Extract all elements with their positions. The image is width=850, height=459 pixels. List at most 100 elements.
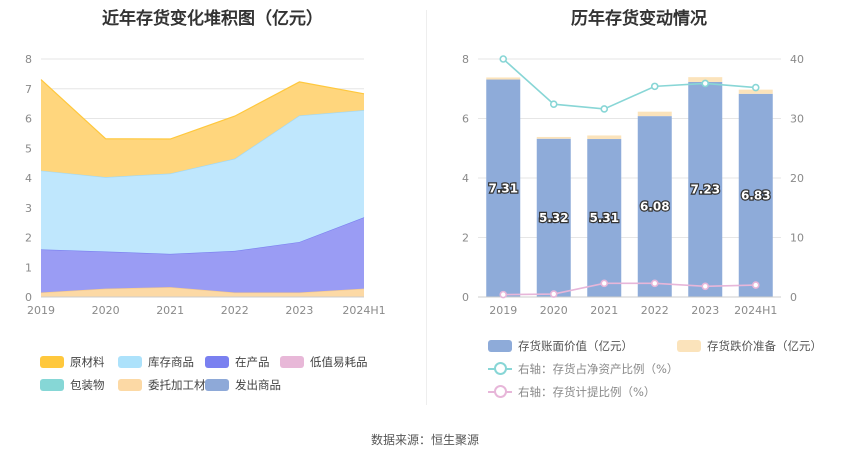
line-point-1 [600, 279, 609, 288]
legend-label: 低值易耗品 [310, 355, 368, 369]
right-y-tick-label: 6 [462, 113, 469, 126]
right-legend-entry[interactable]: 右轴：存货占净资产比例（%） [488, 361, 678, 377]
left-x-tick-label: 2024H1 [342, 304, 385, 317]
legend-swatch [118, 356, 142, 368]
left-x-tick-label: 2021 [156, 304, 184, 317]
legend-label: 在产品 [235, 355, 270, 369]
bar-impairment-reserve [536, 136, 571, 139]
right-y-tick-label: 2 [462, 232, 469, 245]
area-库存商品 [41, 110, 364, 254]
bar-data-label: 5.32 [539, 211, 569, 225]
inventory-change-chart-panel: 历年存货变动情况 0 2 4 6 8 0 10 20 30 40 7.31 5.32 5.31 6.08 7… [428, 0, 850, 410]
right-x-tick-label: 2024H1 [734, 304, 777, 317]
legend-label: 存货账面价值（亿元） [518, 339, 633, 353]
legend-label: 包装物 [70, 378, 105, 392]
bar-impairment-reserve [738, 89, 773, 94]
area-在产品 [41, 217, 364, 293]
line-point-0 [751, 83, 760, 92]
left-y-tick-label: 0 [25, 291, 32, 304]
bar-impairment-reserve [486, 77, 521, 80]
left-legend-entry[interactable]: 原材料 [40, 354, 105, 370]
right-y-tick-label: 8 [462, 53, 469, 66]
right-x-tick-label: 2020 [540, 304, 568, 317]
line-point-0 [499, 55, 508, 63]
legend-label: 右轴：存货计提比例（%） [518, 385, 656, 399]
legend-label: 委托加工材料 [148, 378, 217, 392]
right-chart-legend: 存货账面价值（亿元） 存货跌价准备（亿元） 右轴：存货占净资产比例（%） 右轴：存货计… [428, 0, 850, 410]
legend-swatch [205, 379, 229, 391]
right-chart-title: 历年存货变动情况 [571, 9, 707, 29]
legend-swatch [118, 379, 142, 391]
right-y2-tick-label: 30 [790, 113, 804, 126]
legend-label: 发出商品 [235, 378, 281, 392]
legend-label: 右轴：存货占净资产比例（%） [518, 362, 679, 376]
left-chart-legend: 原材料 库存商品 在产品 低值易耗品包装物 委托加工材料 发出商品 [0, 0, 425, 410]
left-y-tick-label: 3 [25, 202, 32, 215]
legend-swatch [40, 356, 64, 368]
left-y-tick-label: 7 [25, 83, 32, 96]
bar-book-value [587, 139, 622, 297]
right-x-tick-label: 2021 [590, 304, 618, 317]
right-legend-entry[interactable]: 右轴：存货计提比例（%） [488, 384, 655, 400]
left-legend-entry[interactable]: 发出商品 [205, 377, 281, 393]
left-legend-entry[interactable]: 库存商品 [118, 354, 194, 370]
bar-impairment-reserve [587, 135, 622, 140]
bar-book-value [486, 79, 521, 297]
right-y2-tick-label: 20 [790, 172, 804, 185]
right-y-tick-label: 0 [462, 291, 469, 304]
bar-book-value [688, 81, 723, 297]
left-y-tick-label: 1 [25, 261, 32, 274]
left-legend-entry[interactable]: 在产品 [205, 354, 270, 370]
left-x-tick-label: 2019 [27, 304, 55, 317]
left-legend-entry[interactable]: 包装物 [40, 377, 105, 393]
bar-book-value [536, 138, 571, 297]
left-legend-entry[interactable]: 低值易耗品 [280, 354, 368, 370]
line-series-0 [502, 58, 756, 110]
right-legend-entry[interactable]: 存货跌价准备（亿元） [677, 338, 822, 354]
right-legend-entry[interactable]: 存货账面价值（亿元） [488, 338, 633, 354]
line-point-0 [650, 82, 659, 91]
left-y-tick-label: 6 [25, 113, 32, 126]
data-source-note: 数据来源：恒生聚源 [370, 433, 479, 447]
stacked-area-chart: 0 1 2 3 4 5 6 7 8 2019 2020 2021 2022 2023 2024H1 [25, 53, 386, 317]
legend-swatch [488, 385, 512, 398]
right-x-tick-label: 2022 [641, 304, 669, 317]
left-x-tick-label: 2020 [92, 304, 120, 317]
right-x-tick-label: 2023 [691, 304, 719, 317]
bar-data-label: 7.31 [488, 181, 518, 195]
line-point-1 [751, 281, 760, 289]
legend-swatch [677, 340, 701, 352]
right-y2-tick-label: 40 [790, 53, 804, 66]
left-legend-entry[interactable]: 委托加工材料 [118, 377, 217, 393]
panel-divider [426, 10, 427, 405]
right-y2-tick-label: 10 [790, 232, 804, 245]
line-series-1 [503, 282, 756, 296]
bar-impairment-reserve [637, 111, 672, 117]
left-y-tick-label: 5 [25, 142, 32, 155]
line-point-0 [701, 79, 710, 88]
legend-label: 库存商品 [148, 355, 194, 369]
area-原材料 [41, 79, 364, 178]
area-委托加工材料 [41, 287, 364, 297]
line-point-1 [549, 290, 558, 298]
right-y2-tick-label: 0 [790, 291, 797, 304]
left-y-tick-label: 2 [25, 232, 32, 245]
line-point-0 [549, 100, 558, 109]
bar-data-label: 6.08 [640, 200, 670, 214]
left-chart-title: 近年存货变化堆积图（亿元） [102, 9, 323, 29]
line-point-1 [499, 290, 508, 299]
bar-impairment-reserve [688, 77, 723, 82]
left-y-tick-label: 4 [25, 172, 32, 185]
right-x-tick-label: 2019 [489, 304, 517, 317]
bar-book-value [637, 116, 672, 298]
bar-book-value [738, 93, 773, 298]
line-point-1 [701, 282, 710, 291]
legend-swatch [205, 356, 229, 368]
line-point-1 [650, 279, 659, 288]
legend-swatch [280, 356, 304, 368]
right-y-tick-label: 4 [462, 172, 469, 185]
stacked-area-chart-panel: 近年存货变化堆积图（亿元） 0 1 2 3 4 5 6 7 8 2019 2020 2021 2022 2… [0, 0, 425, 410]
bar-line-combo-chart: 0 2 4 6 8 0 10 20 30 40 7.31 5.32 5.31 6.08 7.23 6.83 20… [462, 53, 804, 317]
legend-swatch [488, 362, 512, 375]
legend-swatch [488, 340, 512, 352]
